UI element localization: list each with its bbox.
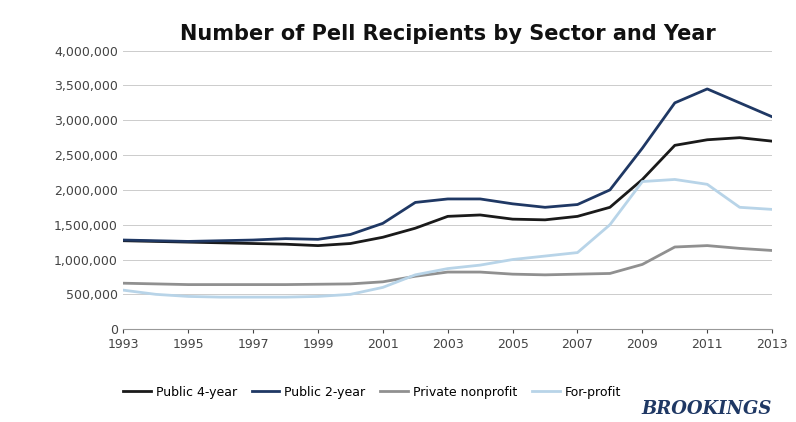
Private nonprofit <box>314 282 323 287</box>
For-profit <box>508 257 517 262</box>
Text: BROOKINGS: BROOKINGS <box>642 400 772 418</box>
For-profit <box>475 262 485 268</box>
Public 4-year <box>475 212 485 217</box>
Public 4-year <box>638 177 647 182</box>
For-profit <box>151 292 161 297</box>
Line: Public 2-year: Public 2-year <box>123 89 772 241</box>
Title: Number of Pell Recipients by Sector and Year: Number of Pell Recipients by Sector and … <box>180 24 716 43</box>
Public 4-year <box>702 137 712 142</box>
Private nonprofit <box>702 243 712 248</box>
Public 4-year <box>508 216 517 222</box>
Public 4-year <box>378 235 388 240</box>
Private nonprofit <box>475 270 485 275</box>
Private nonprofit <box>735 246 744 251</box>
Public 4-year <box>443 214 452 219</box>
Private nonprofit <box>216 282 225 287</box>
Line: Public 4-year: Public 4-year <box>123 138 772 246</box>
Private nonprofit <box>443 270 452 275</box>
Public 2-year <box>314 237 323 242</box>
Public 2-year <box>670 100 680 106</box>
Public 4-year <box>216 240 225 245</box>
Private nonprofit <box>767 248 777 253</box>
Public 2-year <box>345 232 355 237</box>
For-profit <box>767 207 777 212</box>
For-profit <box>119 288 128 293</box>
Public 2-year <box>702 87 712 92</box>
For-profit <box>572 250 582 255</box>
Public 4-year <box>670 143 680 148</box>
Public 4-year <box>605 205 615 210</box>
Private nonprofit <box>151 281 161 287</box>
For-profit <box>638 179 647 184</box>
Public 4-year <box>572 214 582 219</box>
Private nonprofit <box>248 282 258 287</box>
Public 2-year <box>540 205 550 210</box>
For-profit <box>248 295 258 300</box>
Public 2-year <box>605 187 615 192</box>
Public 4-year <box>119 238 128 243</box>
Public 2-year <box>638 146 647 151</box>
For-profit <box>184 294 193 299</box>
For-profit <box>281 295 291 300</box>
Public 2-year <box>184 239 193 244</box>
Public 4-year <box>735 135 744 140</box>
Public 4-year <box>540 217 550 222</box>
Public 2-year <box>735 100 744 106</box>
Public 2-year <box>508 201 517 206</box>
Public 4-year <box>248 241 258 246</box>
Line: For-profit: For-profit <box>123 179 772 297</box>
Public 2-year <box>281 236 291 241</box>
Public 2-year <box>248 238 258 243</box>
For-profit <box>411 272 420 277</box>
For-profit <box>378 285 388 290</box>
For-profit <box>702 182 712 187</box>
Private nonprofit <box>540 272 550 277</box>
For-profit <box>670 177 680 182</box>
Public 2-year <box>151 238 161 243</box>
Private nonprofit <box>638 262 647 267</box>
For-profit <box>735 205 744 210</box>
Private nonprofit <box>345 281 355 287</box>
Private nonprofit <box>281 282 291 287</box>
Private nonprofit <box>119 281 128 286</box>
Public 2-year <box>411 200 420 205</box>
Public 4-year <box>314 243 323 248</box>
Private nonprofit <box>411 274 420 279</box>
Public 4-year <box>411 226 420 231</box>
Public 4-year <box>281 242 291 247</box>
Public 2-year <box>767 114 777 119</box>
Public 4-year <box>767 138 777 143</box>
For-profit <box>345 292 355 297</box>
Public 2-year <box>119 238 128 243</box>
Public 4-year <box>345 241 355 246</box>
Legend: Public 4-year, Public 2-year, Private nonprofit, For-profit: Public 4-year, Public 2-year, Private no… <box>123 386 621 398</box>
Private nonprofit <box>378 279 388 284</box>
Public 4-year <box>151 239 161 244</box>
Private nonprofit <box>572 272 582 277</box>
Private nonprofit <box>508 272 517 277</box>
For-profit <box>443 266 452 271</box>
Public 2-year <box>216 238 225 243</box>
Line: Private nonprofit: Private nonprofit <box>123 246 772 284</box>
For-profit <box>216 295 225 300</box>
For-profit <box>605 222 615 227</box>
For-profit <box>314 294 323 299</box>
Private nonprofit <box>184 282 193 287</box>
Private nonprofit <box>670 244 680 249</box>
Public 4-year <box>184 240 193 245</box>
Public 2-year <box>378 221 388 226</box>
Public 2-year <box>443 196 452 201</box>
For-profit <box>540 254 550 259</box>
Public 2-year <box>572 202 582 207</box>
Public 2-year <box>475 196 485 201</box>
Private nonprofit <box>605 271 615 276</box>
